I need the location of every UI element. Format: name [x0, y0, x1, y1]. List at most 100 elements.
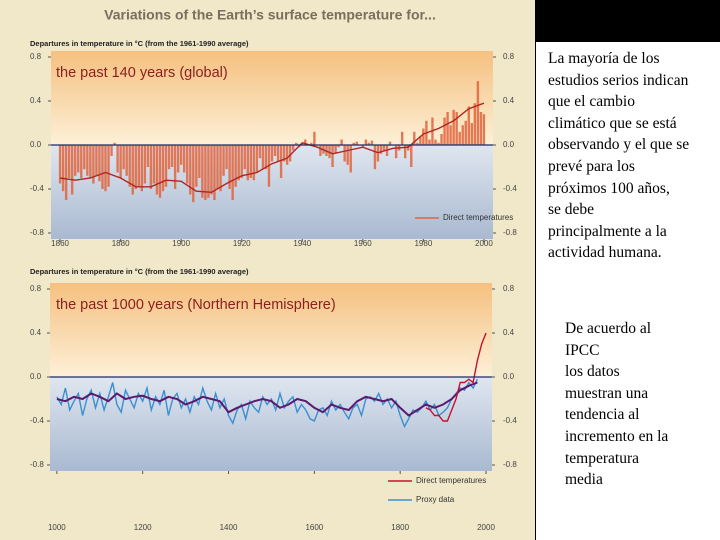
x-tick-label: 1960	[354, 239, 372, 248]
plot-cool	[50, 377, 492, 471]
bar	[446, 112, 449, 145]
bar	[183, 145, 186, 173]
bar	[285, 145, 289, 165]
bar	[137, 145, 140, 187]
bar	[349, 145, 352, 173]
text-line: La mayoría de los	[548, 50, 660, 67]
bar	[337, 145, 340, 148]
bar	[189, 145, 192, 195]
bar	[107, 145, 110, 187]
bar	[328, 145, 331, 159]
text-line: próximos 100 años,	[548, 179, 670, 197]
bar	[240, 145, 243, 178]
bar	[164, 145, 168, 187]
bar	[101, 145, 104, 189]
text-line: IPCC	[565, 341, 600, 359]
bar	[161, 145, 165, 192]
bar	[228, 145, 231, 189]
bar	[207, 145, 210, 198]
bar	[373, 145, 377, 170]
x-tick-label: 1920	[233, 239, 251, 248]
bar	[204, 145, 207, 200]
bar	[140, 145, 144, 192]
bar	[249, 145, 253, 178]
line	[56, 378, 479, 429]
bar	[67, 145, 71, 178]
y-tick-label: -0.8	[503, 460, 517, 469]
text-line: media	[565, 471, 603, 489]
line	[425, 332, 487, 422]
bar	[252, 145, 256, 181]
bar	[170, 145, 174, 167]
text-line: tendencia al	[565, 406, 640, 424]
y-tick-label: -0.4	[30, 416, 44, 425]
text-line: muestran una	[565, 384, 649, 402]
bar	[243, 145, 246, 170]
text-line: estudios serios indican	[548, 71, 689, 89]
paragraph: De acuerdo al IPCC los datos muestran una te…	[565, 318, 668, 491]
bar	[155, 145, 159, 195]
bar	[104, 145, 107, 192]
bar	[89, 145, 92, 178]
bar	[143, 145, 147, 184]
bar	[343, 145, 346, 162]
bar	[340, 139, 343, 145]
bar	[74, 145, 77, 176]
bar	[210, 145, 213, 195]
bar	[222, 145, 225, 176]
bar	[394, 145, 398, 159]
bar	[364, 139, 368, 145]
bar	[291, 145, 295, 151]
bar	[413, 131, 416, 145]
bar	[370, 140, 374, 145]
chart-panel: Variations of the Earth’s surface temper…	[0, 0, 536, 540]
bar	[467, 106, 470, 145]
bar	[452, 109, 455, 145]
y-tick-label: -0.8	[30, 228, 44, 237]
bar	[83, 145, 86, 170]
bar	[64, 145, 68, 200]
bar	[419, 136, 422, 145]
bar	[449, 125, 452, 145]
y-tick-label: 0.0	[503, 372, 515, 381]
bar	[201, 145, 204, 198]
y-tick-label: -0.8	[503, 228, 517, 237]
y-tick-label: -0.4	[503, 184, 517, 193]
bar	[382, 145, 386, 151]
bar	[346, 145, 349, 165]
text-line: principalmente a la	[548, 222, 667, 240]
bar	[319, 145, 322, 156]
plot-warm	[51, 51, 493, 145]
bar	[304, 139, 307, 145]
legend-label: Direct temperatures	[416, 476, 486, 485]
bar	[428, 139, 431, 145]
bar	[234, 145, 237, 187]
plot-warm	[50, 283, 492, 377]
chart-subtitle: the past 1000 years (Northern Hemisphere…	[56, 297, 336, 313]
bar	[92, 145, 95, 184]
bar	[310, 142, 313, 145]
bar	[216, 145, 219, 189]
bar	[482, 114, 486, 145]
bar	[331, 145, 334, 167]
bar	[119, 145, 122, 178]
bar	[404, 145, 407, 159]
bar	[361, 145, 365, 148]
y-tick-label: 0.8	[30, 52, 42, 61]
x-tick-label: 1980	[414, 239, 432, 248]
bar	[379, 145, 383, 154]
x-tick-label: 1000	[48, 523, 66, 532]
bar	[198, 145, 201, 178]
y-tick-label: 0.8	[503, 284, 515, 293]
text-line: prevé para los	[548, 157, 635, 175]
bar	[313, 131, 316, 145]
y-tick-label: 0.8	[503, 52, 515, 61]
bar	[264, 145, 268, 170]
bar	[77, 145, 80, 173]
bar	[152, 145, 156, 184]
line	[59, 102, 485, 194]
y-tick-label: 0.0	[30, 140, 42, 149]
bar	[476, 81, 480, 145]
bar	[295, 142, 298, 145]
